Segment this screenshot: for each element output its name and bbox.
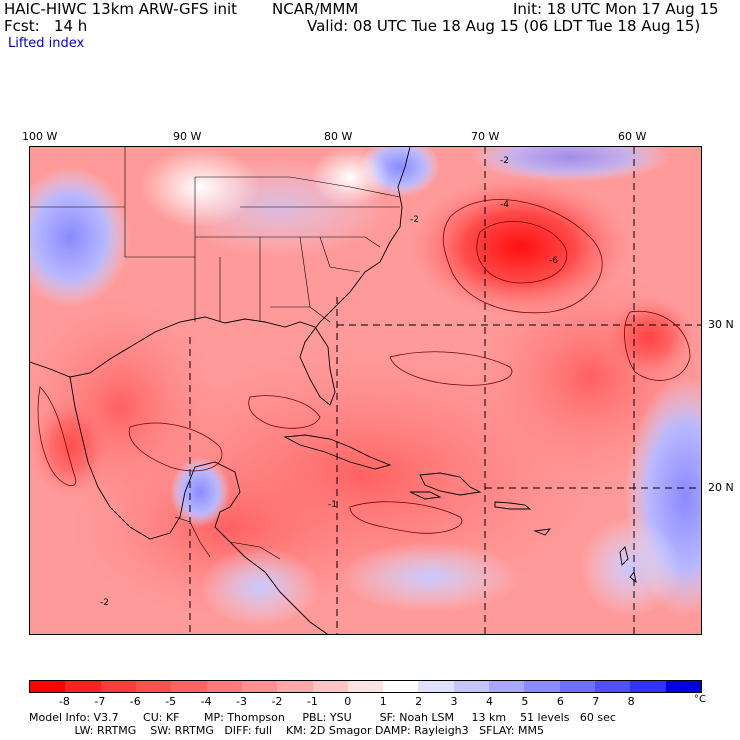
color-scale-cell: [241, 681, 278, 692]
contour-label: -6: [549, 256, 558, 266]
lon-label-90w: 90 W: [173, 130, 202, 143]
region-southeast-stable: [580, 517, 680, 617]
scale-unit: °C: [694, 694, 706, 705]
color-scale-tick-label: -8: [58, 695, 70, 708]
lifted-index-map: -2 -4 -6 -2 -1 -2: [29, 146, 702, 635]
contour-label: -2: [100, 598, 109, 608]
map-canvas: -2 -4 -6 -2 -1 -2: [30, 147, 701, 634]
political-borders: [30, 147, 401, 560]
color-scale-cell: [30, 681, 66, 692]
color-scale-cell: [524, 681, 560, 692]
latlon-grid: [189, 147, 701, 634]
color-scale-cell: [630, 681, 666, 692]
lat-label-20n: 20 N: [708, 481, 734, 494]
color-scale-tick-label: 1: [379, 695, 387, 708]
model-info-line1: Model Info: V3.7 CU: KF MP: Thompson PBL…: [29, 711, 616, 724]
color-scale-cell: [100, 681, 136, 692]
color-scale-cell: [277, 681, 313, 692]
color-scale-tick-label: 7: [592, 695, 600, 708]
color-scale-cell: [65, 681, 101, 692]
region-mexico-core: [30, 397, 110, 497]
color-scale-cell: [171, 681, 207, 692]
contour-label: -1: [328, 500, 337, 510]
model-info-line2: LW: RRTMG SW: RRTMG DIFF: full KM: 2D Sm…: [29, 724, 544, 737]
color-scale-cell: [383, 681, 419, 692]
color-scale-cell: [595, 681, 631, 692]
region-central-america-stable: [200, 547, 320, 627]
lat-label-30n: 30 N: [708, 318, 734, 331]
color-scale-tick-label: 4: [485, 695, 493, 708]
color-scale-cell: [489, 681, 525, 692]
coastlines: [30, 147, 637, 634]
color-scale-tick-label: -7: [94, 695, 106, 708]
color-scale-tick-label: -2: [271, 695, 283, 708]
color-scale-tick-label: -1: [306, 695, 318, 708]
region-atlantic-core: [410, 177, 630, 317]
color-scale-tick-label: -5: [165, 695, 177, 708]
region-missouri-neutral: [140, 147, 260, 227]
forecast-hour: Fcst: 14 h: [4, 17, 88, 35]
region-atlantic-east-core: [605, 297, 695, 377]
contour-lines: [37, 199, 691, 534]
region-south-caribbean-stable: [340, 542, 520, 612]
color-scale-cell: [418, 681, 454, 692]
region-carolinas-neutral: [310, 147, 390, 207]
contour-label: -2: [410, 215, 419, 225]
valid-time: Valid: 08 UTC Tue 18 Aug 15 (06 LDT Tue …: [307, 17, 701, 35]
color-scale-tick-label: 6: [556, 695, 564, 708]
color-scale-tick-label: 2: [415, 695, 423, 708]
region-plains-stable: [30, 167, 130, 307]
color-scale-cell: [206, 681, 242, 692]
region-northeast-stable: [470, 147, 670, 182]
color-scale-bar: [29, 680, 702, 693]
color-scale-tick-label: 3: [450, 695, 458, 708]
color-scale-tick-label: -3: [236, 695, 247, 708]
region-yucatan-stable: [170, 457, 230, 527]
color-scale-cell: [453, 681, 490, 692]
lon-label-100w: 100 W: [22, 130, 58, 143]
color-scale-cell: [347, 681, 384, 692]
contour-label: -4: [500, 200, 509, 210]
color-scale-tick-label: -6: [129, 695, 141, 708]
color-scale-tick-label: 8: [627, 695, 635, 708]
lon-label-70w: 70 W: [471, 130, 500, 143]
color-scale-cell: [312, 681, 348, 692]
organization: NCAR/MMM: [272, 0, 359, 18]
contour-label: -2: [500, 156, 509, 166]
color-scale-tick-label: -4: [200, 695, 212, 708]
lon-label-60w: 60 W: [618, 130, 647, 143]
color-scale-cell: [135, 681, 172, 692]
color-scale-tick-label: 0: [344, 695, 352, 708]
init-time: Init: 18 UTC Mon 17 Aug 15: [513, 0, 719, 18]
color-scale-cell: [665, 681, 701, 692]
color-scale-tick-label: 5: [521, 695, 529, 708]
model-title: HAIC-HIWC 13km ARW-GFS init: [4, 0, 238, 18]
color-scale-cell: [559, 681, 595, 692]
lon-label-80w: 80 W: [324, 130, 353, 143]
field-name: Lifted index: [8, 36, 85, 51]
